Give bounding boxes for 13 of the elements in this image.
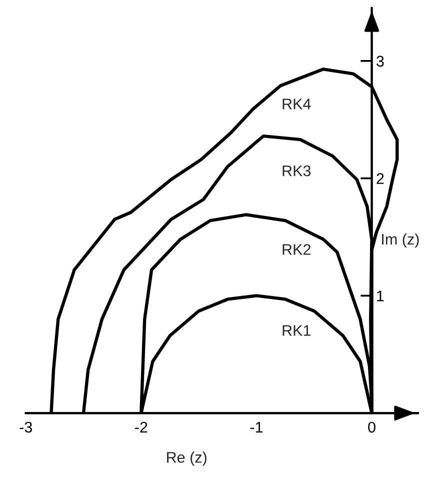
series-label: RK3 <box>282 165 311 176</box>
series-label: RK4 <box>282 98 311 110</box>
y-axis-title: Im (z) <box>382 233 419 248</box>
y-tick-label: 3 <box>376 56 384 67</box>
series-label: RK1 <box>282 325 310 336</box>
y-tick-label: 1 <box>377 290 384 302</box>
x-tick-label: -2 <box>135 422 148 432</box>
x-tick-label: -1 <box>250 422 263 432</box>
x-axis-title: Re (z) <box>167 452 206 466</box>
x-tick-label: 0 <box>368 422 376 433</box>
x-tick-label: -3 <box>20 422 32 433</box>
y-tick-label: 2 <box>376 173 384 184</box>
series-label: RK2 <box>282 244 310 255</box>
